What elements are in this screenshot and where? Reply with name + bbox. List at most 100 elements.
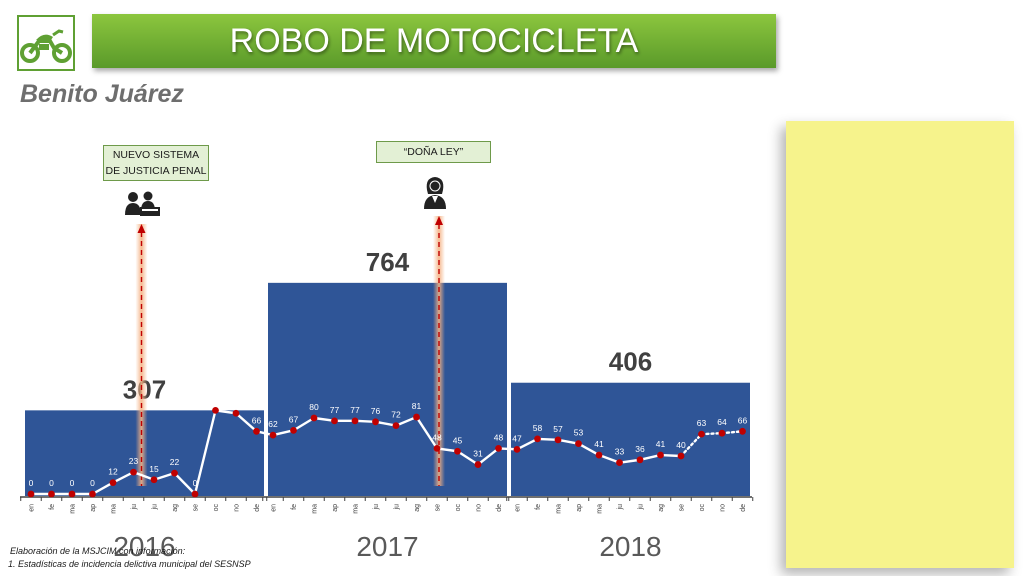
data-label: 81: [412, 401, 422, 411]
data-point: [392, 422, 400, 429]
data-point: [68, 490, 76, 498]
data-label: 77: [330, 405, 340, 415]
trend-line-segment: [638, 453, 662, 461]
data-point: [290, 426, 297, 434]
trend-line-segment: [234, 412, 258, 433]
month-label: de: [254, 504, 261, 512]
motorcycle-icon: [20, 29, 72, 63]
data-label: 40: [676, 440, 686, 450]
year-label: 2016: [113, 531, 175, 562]
month-label: ap: [332, 504, 339, 512]
data-label: 0: [90, 478, 95, 488]
month-label: fe: [535, 504, 542, 510]
data-point: [27, 490, 35, 498]
trend-line-segment: [536, 437, 560, 442]
bar-value-label: 406: [609, 347, 652, 377]
month-label: en: [29, 504, 36, 512]
trend-line-segment: [618, 458, 642, 464]
data-label: 0: [29, 478, 34, 488]
event-label-line: “DOÑA LEY”: [403, 146, 464, 158]
data-point: [677, 452, 685, 460]
data-label: 47: [512, 433, 522, 443]
event-label-line: DE JUSTICIA PENAL: [105, 165, 207, 177]
trend-line-segment: [679, 432, 703, 458]
data-label: 66: [252, 415, 262, 425]
month-label: en: [271, 504, 278, 512]
data-point: [636, 456, 644, 464]
event-arrow-head: [435, 216, 443, 225]
data-point: [351, 417, 359, 425]
trend-line-segment: [91, 481, 115, 496]
data-point: [171, 469, 178, 477]
data-point: [109, 479, 117, 486]
data-point: [253, 427, 260, 435]
month-label: ag: [658, 504, 665, 512]
trend-line-segment: [456, 450, 480, 466]
month-label: fe: [49, 504, 56, 510]
trend-line-segment: [597, 453, 621, 464]
data-point: [413, 413, 420, 421]
month-label: ma: [111, 504, 118, 514]
trend-line-segment: [700, 432, 724, 436]
data-point: [48, 490, 55, 498]
data-label: 48: [432, 432, 442, 442]
month-label: ju: [131, 504, 138, 511]
data-point: [739, 427, 746, 435]
month-label: oc: [699, 504, 706, 512]
trend-line-segment: [659, 453, 683, 458]
footnote-line-2: 1. Estadísticas de incidencia delictiva …: [8, 559, 251, 569]
data-point: [657, 451, 664, 459]
trend-line-segment: [476, 447, 500, 466]
data-point: [89, 490, 96, 498]
month-label: de: [740, 504, 747, 512]
title-banner: ROBO DE MOTOCICLETA: [92, 14, 776, 68]
logo: [17, 15, 75, 71]
trend-line-segment: [415, 415, 439, 450]
month-label: en: [515, 504, 522, 512]
data-label: 48: [494, 432, 504, 442]
trend-line-segment: [111, 470, 135, 484]
data-label: 12: [108, 467, 118, 477]
page-title: ROBO DE MOTOCICLETA: [229, 21, 639, 60]
month-label: de: [496, 504, 503, 512]
data-point: [372, 418, 379, 426]
event-label-dona-ley: “DOÑA LEY”: [376, 141, 491, 163]
people-desk-icon: [125, 191, 160, 216]
data-point: [331, 417, 338, 425]
data-label: 23: [129, 456, 139, 466]
data-label: 15: [149, 464, 159, 474]
event-label-justice-system: NUEVO SISTEMA DE JUSTICIA PENAL: [103, 145, 209, 181]
month-label: ag: [172, 504, 179, 512]
bar-2017: [268, 282, 507, 496]
trend-line-segment: [577, 442, 601, 457]
data-label: 33: [615, 447, 625, 457]
data-point: [191, 490, 199, 498]
month-label: no: [476, 504, 483, 512]
footnote-line-1: Elaboración de la MSJCIM con información…: [10, 546, 186, 556]
data-point: [212, 407, 219, 414]
trend-line-segment: [556, 438, 580, 445]
data-label: 41: [594, 439, 604, 449]
month-label: no: [234, 504, 241, 512]
month-label: ag: [414, 504, 421, 512]
data-label: 0: [70, 478, 75, 488]
month-label: ju: [617, 504, 624, 511]
side-panel: [786, 121, 1014, 568]
trend-line-segment: [394, 415, 418, 427]
data-point: [150, 476, 158, 484]
data-label: 53: [574, 428, 584, 438]
data-label: 36: [635, 444, 645, 454]
data-label: 77: [350, 405, 360, 415]
data-label: 64: [717, 417, 727, 427]
data-point: [575, 440, 582, 448]
data-label: 62: [268, 419, 278, 429]
month-label: oc: [455, 504, 462, 512]
data-point: [513, 445, 521, 453]
month-label: fe: [291, 504, 298, 510]
month-label: no: [720, 504, 727, 512]
data-label: 41: [656, 439, 666, 449]
trend-line-segment: [720, 430, 744, 435]
data-point: [454, 447, 461, 455]
event-label-line: NUEVO SISTEMA: [112, 149, 200, 161]
data-label: 58: [533, 423, 543, 433]
